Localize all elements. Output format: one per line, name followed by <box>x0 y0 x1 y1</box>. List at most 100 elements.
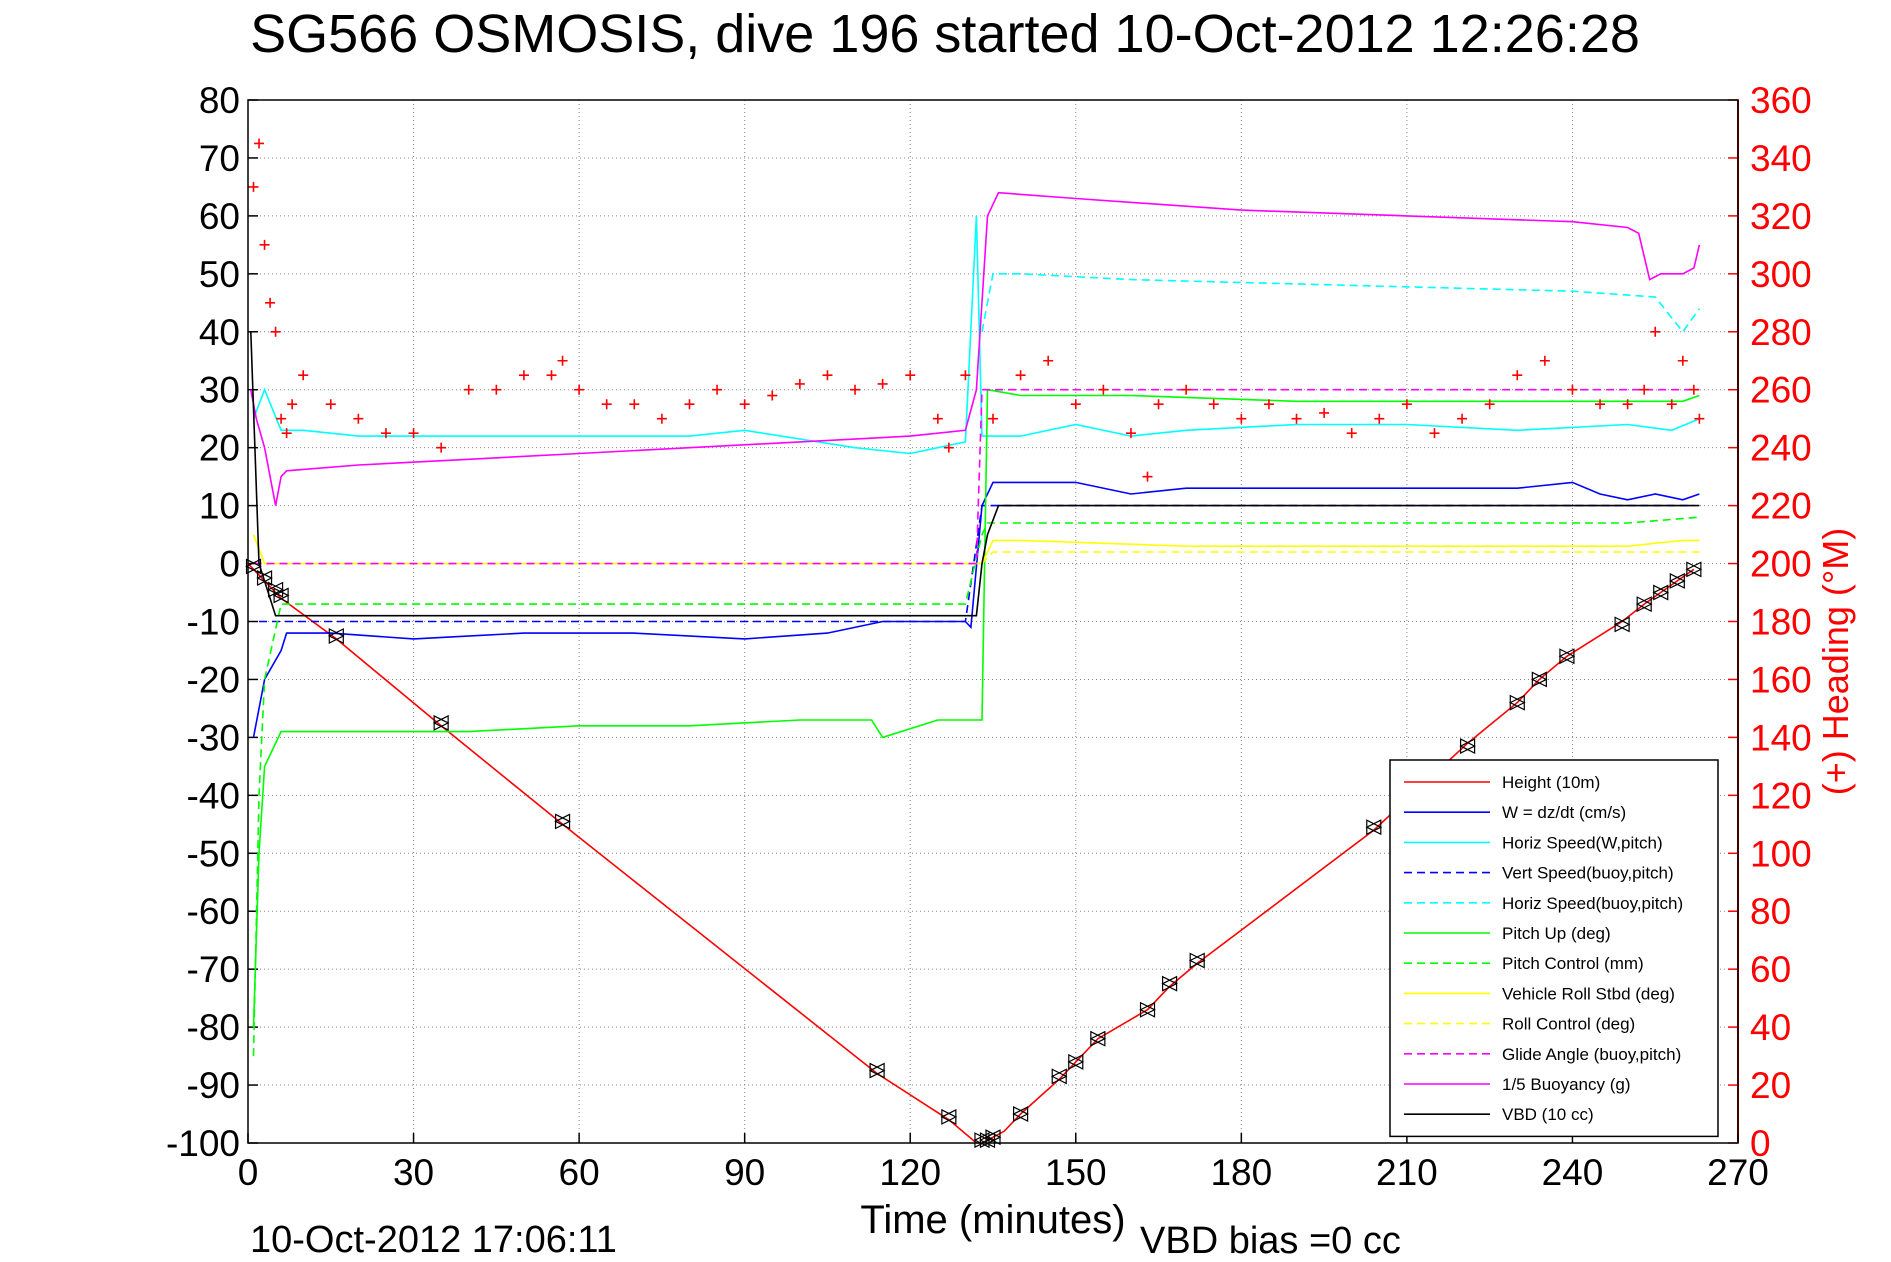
right-axis: 3603403203002802602402202001801601401201… <box>1728 80 1812 1164</box>
series-layer <box>247 191 1701 1144</box>
heading-point <box>932 413 943 424</box>
legend-item-roll_control: Roll Control (deg) <box>1404 1015 1635 1034</box>
heading-point <box>1263 399 1274 410</box>
heading-point <box>1429 428 1440 439</box>
vbd-marker <box>1558 648 1576 665</box>
heading-point <box>1595 399 1606 410</box>
legend-item-buoyancy: 1/5 Buoyancy (g) <box>1404 1075 1631 1094</box>
left-tick-label: -20 <box>187 659 240 700</box>
heading-point <box>380 428 391 439</box>
legend-label: Horiz Speed(W,pitch) <box>1502 833 1663 852</box>
x-tick-label: 150 <box>1045 1152 1107 1193</box>
heading-point <box>1043 355 1054 366</box>
vbd-marker <box>1365 819 1383 836</box>
right-tick-label: 40 <box>1750 1007 1791 1048</box>
heading-point <box>1236 413 1247 424</box>
heading-point <box>877 378 888 389</box>
vbd-marker <box>245 558 262 575</box>
legend-label: Pitch Up (deg) <box>1502 924 1611 943</box>
heading-point <box>408 428 419 439</box>
legend-label: Height (10m) <box>1502 773 1600 792</box>
left-tick-label: -60 <box>187 891 240 932</box>
heading-point <box>822 370 833 381</box>
heading-point <box>943 442 954 453</box>
right-tick-label: 20 <box>1750 1065 1791 1106</box>
vbd-marker <box>868 1062 886 1079</box>
left-tick-label: 60 <box>199 196 240 237</box>
heading-point <box>629 399 640 410</box>
heading-point <box>248 181 259 192</box>
heading-point <box>574 384 585 395</box>
vbd-marker <box>1459 738 1476 755</box>
x-tick-label: 90 <box>724 1152 765 1193</box>
right-tick-label: 0 <box>1750 1123 1771 1164</box>
legend-item-w: W = dz/dt (cm/s) <box>1404 803 1626 822</box>
vbd-marker <box>1139 1001 1156 1018</box>
right-tick-label: 140 <box>1750 717 1812 758</box>
series-buoyancy <box>250 191 1701 506</box>
series-glide_angle <box>253 388 1700 565</box>
right-tick-label: 200 <box>1750 544 1812 585</box>
legend-item-vert_speed_buoy: Vert Speed(buoy,pitch) <box>1404 864 1674 883</box>
right-tick-label: 100 <box>1750 833 1812 874</box>
right-axis-label: (+) Heading (°M) <box>1815 528 1856 795</box>
legend-item-roll: Vehicle Roll Stbd (deg) <box>1404 984 1675 1003</box>
right-tick-label: 120 <box>1750 775 1812 816</box>
vbd-marker <box>554 813 571 830</box>
plot-border <box>247 99 1739 1144</box>
heading-point <box>518 370 529 381</box>
heading-point <box>1125 428 1136 439</box>
vbd-marker <box>432 714 450 731</box>
left-tick-label: 80 <box>199 80 240 121</box>
right-tick-label: 340 <box>1750 138 1812 179</box>
vbd-markers <box>245 558 1703 1149</box>
vbd-marker <box>1530 671 1548 688</box>
vbd-marker <box>940 1108 958 1125</box>
series-horiz_speed_buoy <box>981 272 1701 334</box>
series-pitch_control <box>252 516 1700 1057</box>
left-tick-label: 70 <box>199 138 240 179</box>
vbd-marker <box>1067 1053 1085 1070</box>
legend-item-horiz_speed: Horiz Speed(W,pitch) <box>1404 833 1663 852</box>
legend-label: VBD (10 cc) <box>1502 1105 1594 1124</box>
heading-point <box>546 370 557 381</box>
heading-point <box>1015 370 1026 381</box>
heading-point <box>1346 428 1357 439</box>
heading-point <box>463 384 474 395</box>
series-pitch <box>252 388 1700 1028</box>
legend-label: Pitch Control (mm) <box>1502 954 1644 973</box>
left-tick-label: -30 <box>187 717 240 758</box>
left-tick-label: 40 <box>199 312 240 353</box>
vbd-marker <box>272 587 290 604</box>
vbd-marker <box>1652 584 1670 601</box>
right-tick-label: 160 <box>1750 659 1812 700</box>
heading-point <box>1650 326 1661 337</box>
heading-point <box>988 413 998 424</box>
heading-point <box>1291 413 1302 424</box>
x-tick-label: 30 <box>393 1152 434 1193</box>
legend-label: Vert Speed(buoy,pitch) <box>1502 864 1674 883</box>
legend-item-vbd: VBD (10 cc) <box>1404 1105 1594 1124</box>
heading-point <box>298 370 309 381</box>
footer-vbd-bias: VBD bias =0 cc <box>1140 1220 1401 1262</box>
heading-point <box>270 326 281 337</box>
heading-point <box>1512 370 1523 381</box>
left-tick-label: -10 <box>187 602 240 643</box>
right-tick-label: 360 <box>1750 80 1812 121</box>
legend-label: W = dz/dt (cm/s) <box>1502 803 1626 822</box>
heading-point <box>684 399 695 410</box>
left-tick-label: 0 <box>219 544 240 585</box>
heading-point <box>491 384 502 395</box>
x-tick-label: 60 <box>559 1152 600 1193</box>
right-tick-label: 260 <box>1750 370 1812 411</box>
vbd-marker <box>1188 952 1206 969</box>
left-tick-label: -80 <box>187 1007 240 1048</box>
legend-item-horiz_speed_buoy: Horiz Speed(buoy,pitch) <box>1404 894 1683 913</box>
heading-point <box>767 390 778 401</box>
heading-point <box>276 413 287 424</box>
vbd-marker <box>1635 596 1653 613</box>
left-tick-label: -70 <box>187 949 240 990</box>
x-tick-label: 0 <box>238 1152 259 1193</box>
legend-item-glide_angle: Glide Angle (buoy,pitch) <box>1404 1045 1681 1064</box>
heading-point <box>905 370 916 381</box>
